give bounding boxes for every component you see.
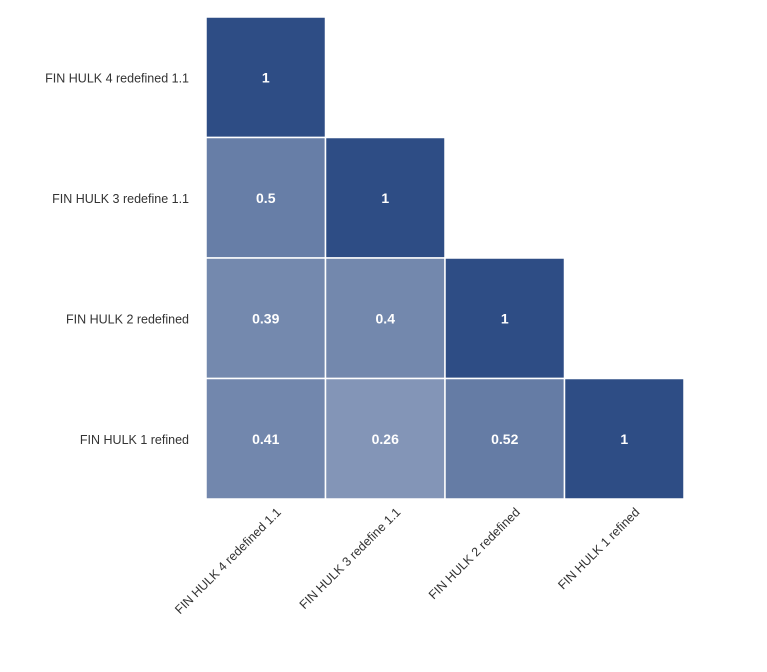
heatmap-cell	[205, 16, 327, 139]
x-tick-label: FIN HULK 2 redefined	[426, 505, 523, 602]
x-tick-label: FIN HULK 3 redefine 1.1	[297, 505, 404, 612]
cell-value-label: 1	[381, 190, 389, 206]
cell-value-label: 1	[620, 431, 628, 447]
cell-value-label: 0.5	[256, 190, 276, 206]
y-tick-label: FIN HULK 1 refined	[80, 433, 189, 447]
cell-value-label: 0.41	[252, 431, 279, 447]
heatmap-cell	[563, 377, 685, 500]
x-tick-label: FIN HULK 1 refined	[555, 505, 642, 592]
heatmap-cell	[205, 257, 327, 380]
cell-value-label: 0.39	[252, 310, 279, 326]
cell-value-label: 0.52	[491, 431, 518, 447]
heatmap-cell	[205, 136, 327, 259]
cell-value-label: 1	[262, 69, 270, 85]
heatmap-cell	[324, 377, 446, 500]
cell-value-label: 1	[501, 310, 509, 326]
heatmap-cell	[324, 136, 446, 259]
heatmap-cell	[205, 377, 327, 500]
cell-value-label: 0.4	[376, 310, 396, 326]
heatmap-cell	[444, 377, 566, 500]
y-tick-label: FIN HULK 4 redefined 1.1	[45, 71, 189, 85]
heatmap-cell	[324, 257, 446, 380]
x-tick-label: FIN HULK 4 redefined 1.1	[172, 505, 284, 617]
y-tick-label: FIN HULK 3 redefine 1.1	[52, 192, 189, 206]
heatmap-cell	[444, 257, 566, 380]
cell-value-label: 0.26	[372, 431, 399, 447]
y-tick-label: FIN HULK 2 redefined	[66, 312, 189, 326]
